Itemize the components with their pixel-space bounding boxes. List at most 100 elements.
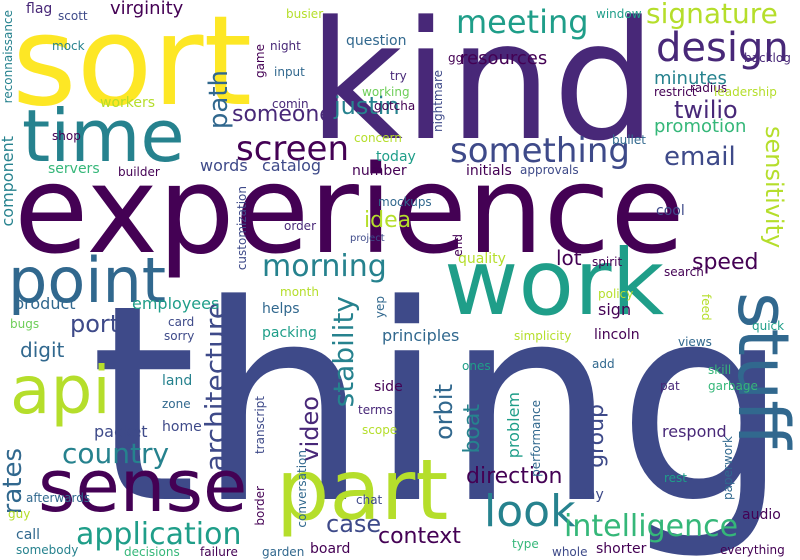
word-comin: comin <box>272 97 309 111</box>
word-radius: radius <box>690 81 728 95</box>
word-night: night <box>270 39 301 53</box>
word-stuff: stuff <box>722 292 800 449</box>
word-initials: initials <box>466 163 512 179</box>
word-thing: thing <box>90 248 790 560</box>
word-kind: kind <box>308 0 657 177</box>
word-shorter: shorter <box>596 541 647 557</box>
word-lincoln: lincoln <box>594 327 640 343</box>
word-feed: feed <box>699 294 713 321</box>
word-project: project <box>350 233 385 244</box>
word-minutes: minutes <box>654 68 727 89</box>
word-architecture: architecture <box>199 302 232 472</box>
word-reconnaissance: reconnaissance <box>1 10 15 104</box>
word-number: number <box>352 163 407 179</box>
word-bullet: bullet <box>612 133 646 147</box>
word-customization: customization <box>235 186 249 271</box>
word-rates: rates <box>0 448 28 515</box>
word-intelligence: intelligence <box>564 509 739 544</box>
word-land: land <box>162 373 193 389</box>
word-mock: mock <box>52 39 85 53</box>
word-game: game <box>253 44 267 79</box>
word-boat: boat <box>460 404 485 454</box>
word-guy: guy <box>8 507 31 521</box>
word-path: path <box>204 70 234 130</box>
word-window: window <box>596 7 642 21</box>
word-helps: helps <box>262 301 300 317</box>
word-justin: justin <box>334 92 400 120</box>
word-scope: scope <box>362 423 398 437</box>
word-servers: servers <box>48 161 100 177</box>
word-bugs: bugs <box>10 317 40 331</box>
word-nightmare: nightmare <box>431 70 445 132</box>
word-stability: stability <box>327 296 360 408</box>
word-quality: quality <box>458 251 506 267</box>
word-product: product <box>14 294 76 313</box>
word-everything: everything <box>720 543 785 557</box>
word-transcript: transcript <box>253 396 267 455</box>
word-time: time <box>22 94 185 178</box>
word-virginity: virginity <box>110 0 184 19</box>
word-try: try <box>390 69 407 83</box>
word-views: views <box>678 335 712 349</box>
word-zone: zone <box>162 397 191 411</box>
word-side: side <box>374 379 403 395</box>
word-sensitivity: sensitivity <box>760 126 788 249</box>
word-performance: performance <box>529 400 543 477</box>
word-chat: chat <box>356 493 383 507</box>
word-flag: flag <box>26 1 53 17</box>
word-scott: scott <box>58 9 88 23</box>
word-signature: signature <box>646 0 778 30</box>
word-meeting: meeting <box>456 3 589 41</box>
word-rest: rest <box>664 471 688 485</box>
word-part: part <box>276 441 449 539</box>
word-api: api <box>10 352 111 429</box>
word-group: group <box>584 404 609 468</box>
word-mockups: mockups <box>378 195 432 209</box>
word-morning: morning <box>262 249 387 284</box>
word-question: question <box>346 33 407 49</box>
word-twilio: twilio <box>674 96 738 124</box>
word-resources: resources <box>460 48 548 69</box>
word-working: working <box>362 85 410 99</box>
word-packing: packing <box>262 325 317 341</box>
word-respond: respond <box>662 422 727 441</box>
word-conversation: conversation <box>295 450 309 528</box>
word-concern: concern <box>354 131 402 145</box>
word-something: something <box>450 131 631 171</box>
word-border: border <box>253 486 267 526</box>
word-component: component <box>0 136 17 227</box>
word-add: add <box>592 357 615 371</box>
word-afterwards: afterwards <box>26 491 91 505</box>
word-promotion: promotion <box>654 116 747 137</box>
word-ones: ones <box>462 359 491 373</box>
word-look: look <box>484 486 576 537</box>
word-sense: sense <box>38 444 248 528</box>
word-input: input <box>274 65 305 79</box>
word-spirit: spirit <box>592 255 623 269</box>
word-gotcha: gotcha <box>374 99 416 113</box>
word-design: design <box>656 25 789 71</box>
word-speed: speed <box>692 250 759 275</box>
word-paperwork: paperwork <box>721 436 735 500</box>
word-problem: problem <box>504 392 523 459</box>
word-cool: cool <box>656 203 685 219</box>
word-experience: experience <box>14 140 685 281</box>
word-screen: screen <box>236 129 350 169</box>
word-pat: pat <box>660 379 680 393</box>
word-debate: debate <box>467 70 481 113</box>
word-work: work <box>444 231 665 336</box>
word-digit: digit <box>20 338 65 362</box>
word-shop: shop <box>52 129 81 143</box>
word-backlog: backlog <box>744 51 791 65</box>
word-failure: failure <box>200 545 238 559</box>
word-employees: employees <box>132 294 220 313</box>
word-home: home <box>162 419 202 435</box>
word-restrict: restrict <box>654 85 697 99</box>
word-busier: busier <box>286 7 324 21</box>
word-point: point <box>8 244 167 317</box>
word-idea: idea <box>364 208 412 233</box>
word-packet: packet <box>94 422 148 441</box>
word-case: case <box>326 510 382 538</box>
word-application: application <box>76 517 242 552</box>
